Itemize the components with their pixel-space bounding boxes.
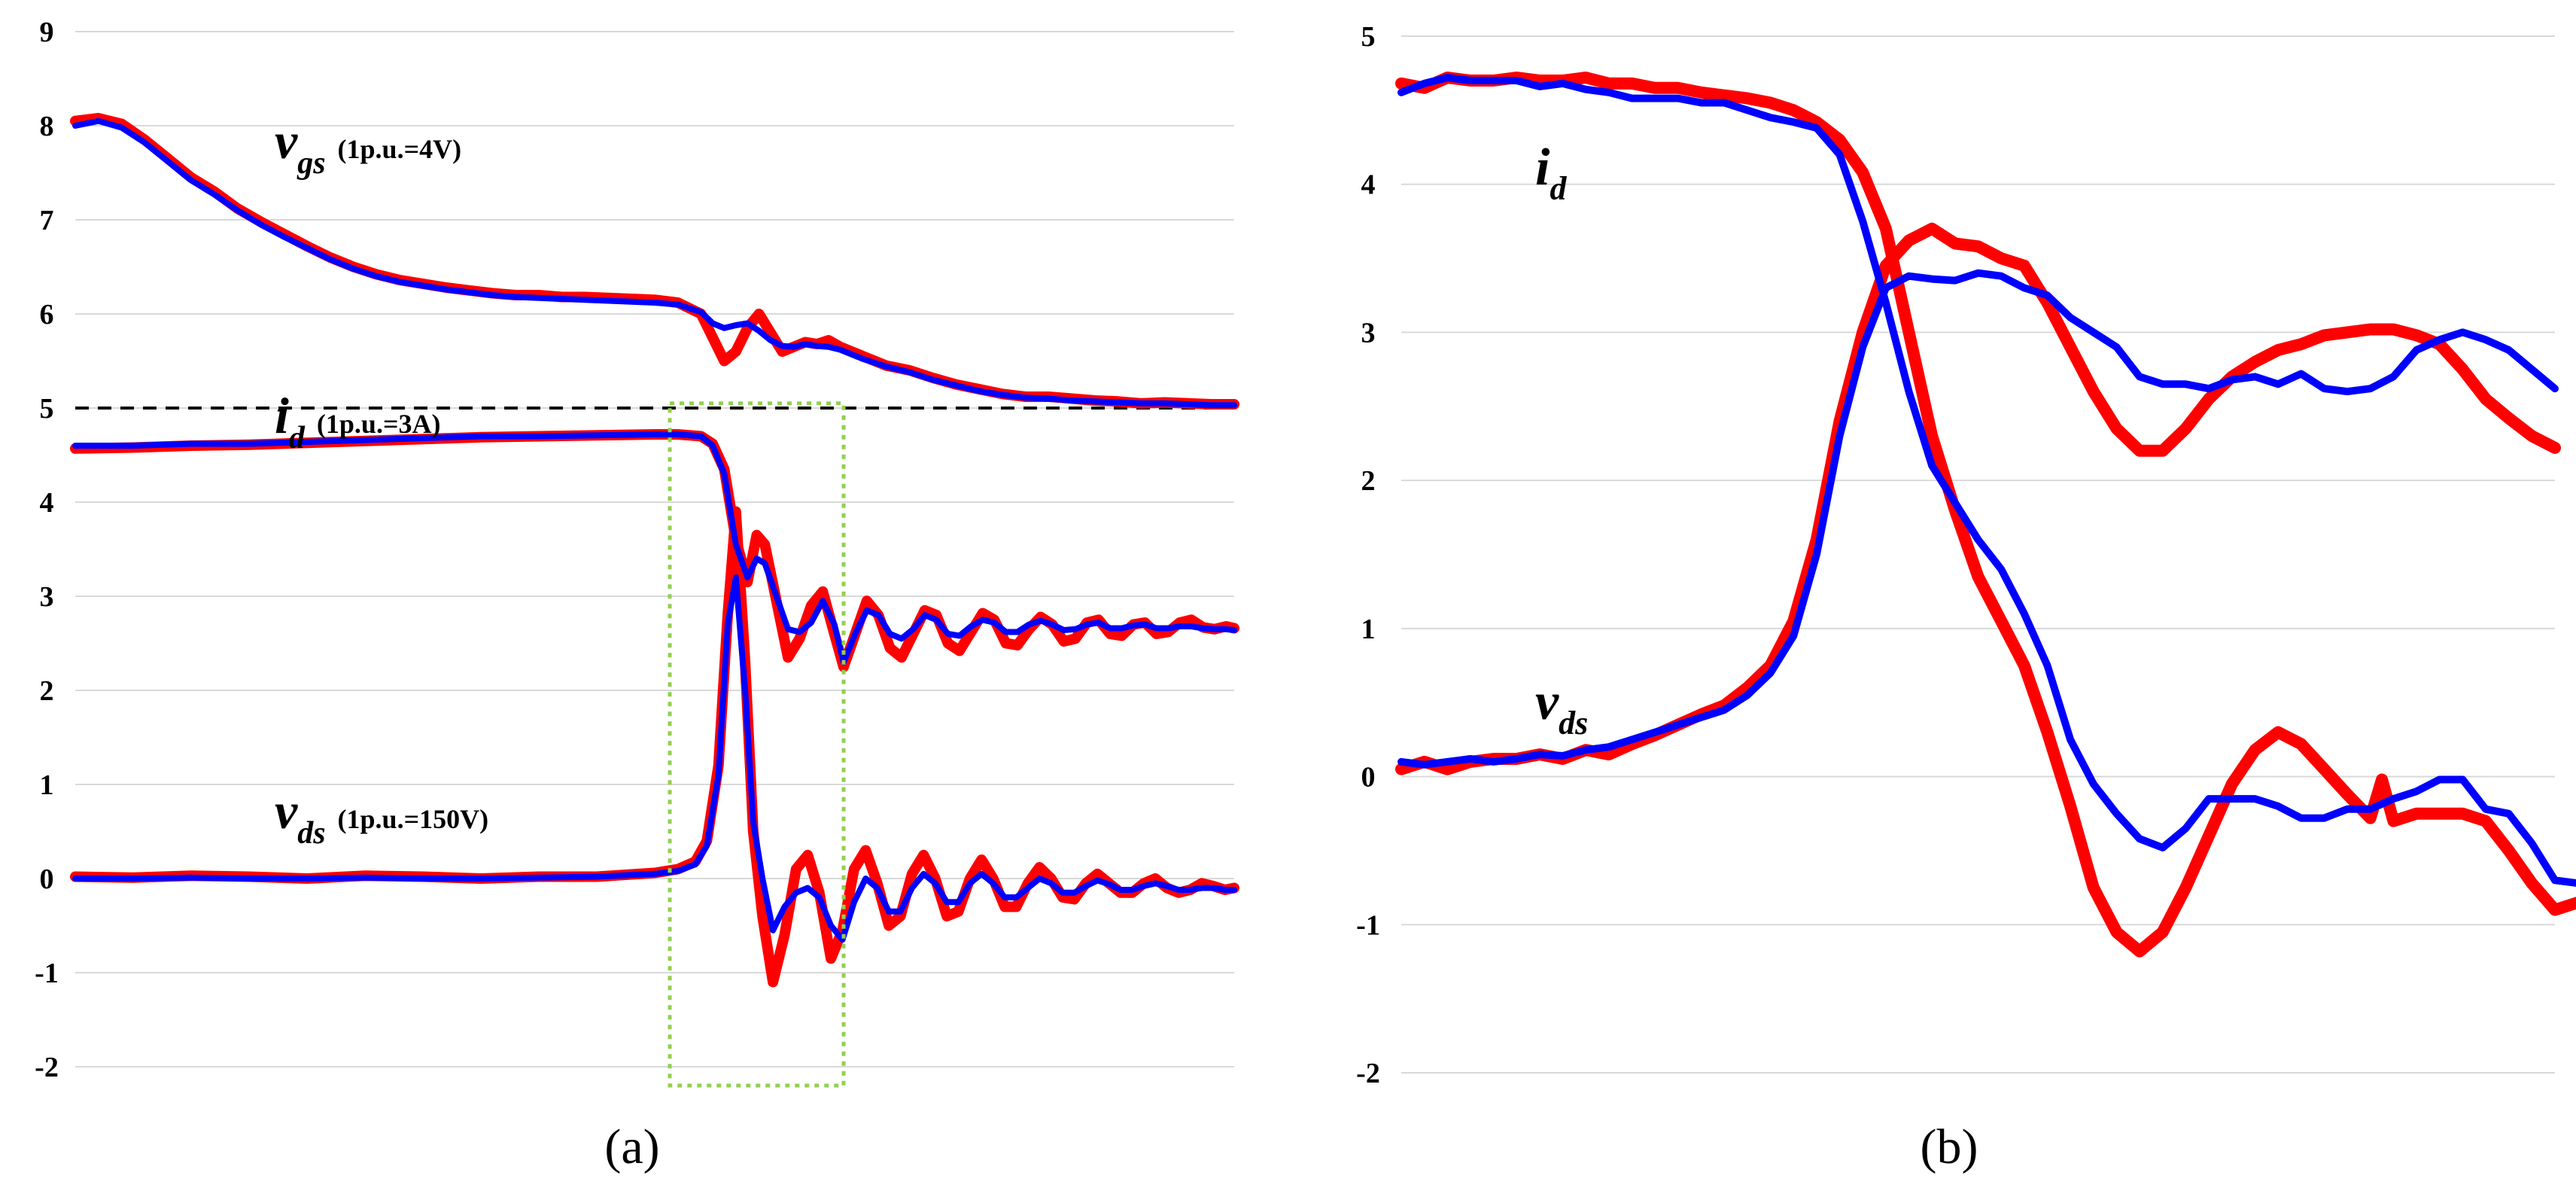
series-line-v-gs-red xyxy=(70,113,1239,410)
y-tick-label: 6 xyxy=(40,299,54,330)
y-tick-label: 5 xyxy=(1361,21,1376,53)
annotation-variable: v xyxy=(275,782,298,839)
series-line-v-ds-blue xyxy=(72,574,1237,943)
y-tick-label: 3 xyxy=(40,581,54,613)
y-tick-label: 1 xyxy=(1361,614,1376,645)
series-line-i-d-red xyxy=(1395,72,2576,958)
annotation-subscript: ds xyxy=(297,816,325,851)
y-tick-label: 8 xyxy=(40,111,54,142)
y-tick-label: 4 xyxy=(40,487,54,519)
y-tick-label: 9 xyxy=(40,17,54,48)
annotation-subscript: gs xyxy=(297,146,325,181)
y-tick-label: 5 xyxy=(40,393,54,425)
y-tick-label: 1 xyxy=(40,769,54,801)
y-tick-label: 2 xyxy=(1361,465,1376,497)
series-annotation: vds xyxy=(1535,673,1588,742)
y-tick-label: 7 xyxy=(40,205,54,236)
panel-label: (b) xyxy=(1921,1119,1978,1174)
annotation-unit: (1p.u.=3A) xyxy=(317,409,441,439)
annotation-variable: i xyxy=(275,387,289,444)
y-tick-label: 0 xyxy=(1361,762,1376,793)
series-annotation: vgs (1p.u.=4V) xyxy=(275,112,461,181)
panel-label: (a) xyxy=(604,1119,659,1174)
annotation-variable: i xyxy=(1535,139,1550,196)
annotation-unit: (1p.u.=4V) xyxy=(338,134,462,164)
series-line-v-ds-blue xyxy=(1397,269,2559,769)
series-annotation: vds (1p.u.=150V) xyxy=(275,782,488,851)
series-line-i-d-red xyxy=(70,429,1239,672)
series-line-v-ds-red xyxy=(70,506,1239,988)
panel-b-chart: 5 4 3 2 1 0 -1 -2 id vds (b) xyxy=(1356,21,2576,1174)
series-annotation: id xyxy=(1535,139,1567,207)
series-line-i-d-blue xyxy=(1397,74,2576,887)
y-tick-label: 2 xyxy=(40,675,54,707)
annotation-subscript: ds xyxy=(1559,705,1588,742)
y-tick-label: -2 xyxy=(1356,1058,1380,1089)
series-line-v-ds-red xyxy=(1395,222,2561,775)
y-tick-label: 3 xyxy=(1361,317,1376,349)
y-tick-label: -2 xyxy=(35,1052,59,1083)
series-annotation: id (1p.u.=3A) xyxy=(275,387,440,455)
y-tick-label: -1 xyxy=(35,958,59,989)
highlight-box xyxy=(668,401,846,1088)
series-line-i-d-blue xyxy=(72,431,1237,665)
annotation-unit: (1p.u.=150V) xyxy=(338,804,489,834)
annotation-variable: v xyxy=(275,112,298,169)
annotation-variable: v xyxy=(1535,673,1559,731)
y-tick-label: 4 xyxy=(1361,169,1376,201)
y-tick-label: 0 xyxy=(40,863,54,895)
series-line-v-gs-blue xyxy=(72,117,1237,409)
annotation-subscript: d xyxy=(1550,170,1567,207)
annotation-subscript: d xyxy=(289,421,306,455)
y-tick-label: -1 xyxy=(1356,909,1380,941)
